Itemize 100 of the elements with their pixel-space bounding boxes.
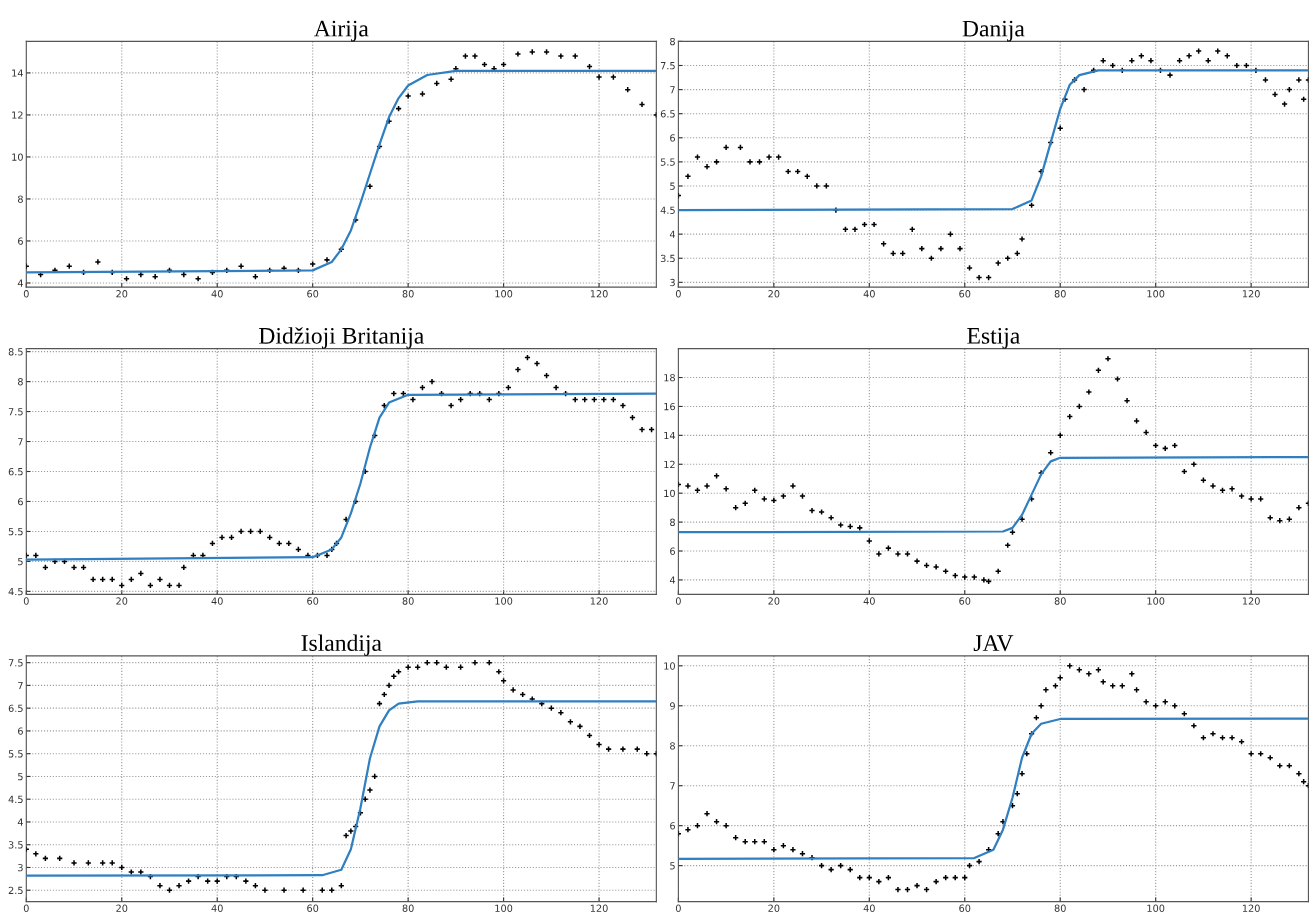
y-tick-label: 5 <box>18 558 23 566</box>
x-tick-label: 20 <box>116 904 128 912</box>
y-tick-label: 6.5 <box>8 467 23 476</box>
chart-title: JAV <box>973 635 1014 652</box>
x-tick-label: 100 <box>495 904 513 912</box>
chart-title: Didžioji Britanija <box>259 327 424 349</box>
line-series <box>26 69 657 274</box>
y-tick-label: 5 <box>670 862 675 870</box>
line-series <box>678 717 1309 860</box>
x-tick-label: 100 <box>1147 904 1165 912</box>
y-tick-label: 2.5 <box>8 886 23 895</box>
y-tick-label: 10 <box>664 662 675 670</box>
chart-title: Airija <box>314 20 369 42</box>
y-tick-label: 4 <box>669 576 676 584</box>
x-tick-label: 40 <box>211 597 223 605</box>
y-tick-label: 6 <box>670 547 675 555</box>
point <box>323 256 331 264</box>
y-tick-label: 3 <box>670 278 675 287</box>
x-tick-label: 120 <box>1242 597 1260 605</box>
y-tick-label: 5.5 <box>8 528 23 536</box>
y-tick-label: 5 <box>18 773 23 781</box>
x-tick-label: 120 <box>1242 290 1260 298</box>
y-tick-label: 6 <box>18 497 23 506</box>
chart-title: Estija <box>967 327 1020 349</box>
x-tick-label: 60 <box>307 597 319 605</box>
y-tick-label: 5.5 <box>8 750 23 758</box>
x-tick-label: 120 <box>1242 904 1260 912</box>
y-tick-label: 3.5 <box>660 254 675 263</box>
y-tick-label: 14 <box>12 69 23 77</box>
x-tick-label: 60 <box>959 904 971 912</box>
y-tick-label: 6 <box>18 727 23 735</box>
y-tick-label: 7 <box>670 782 675 790</box>
x-tick-label: 80 <box>1054 290 1066 298</box>
x-tick-label: 60 <box>959 597 971 605</box>
point <box>595 73 603 81</box>
x-tick-label: 100 <box>1147 597 1165 605</box>
line-series <box>678 455 1309 534</box>
y-tick-label: 8 <box>18 378 23 386</box>
x-tick-label: 100 <box>1147 290 1165 298</box>
y-tick-label: 6 <box>18 237 23 245</box>
y-tick-label: 4.5 <box>660 206 675 214</box>
y-tick-label: 9 <box>670 702 675 710</box>
y-tick-label: 6.5 <box>8 704 23 712</box>
x-tick-label: 40 <box>863 904 875 912</box>
y-tick-label: 16 <box>664 402 675 411</box>
y-tick-label: 12 <box>664 460 675 468</box>
x-tick-label: 0 <box>675 597 681 605</box>
y-tick-label: 8 <box>18 195 23 203</box>
y-tick-label: 4.5 <box>8 587 23 596</box>
point <box>571 52 579 60</box>
line-series <box>26 392 657 561</box>
x-tick-label: 120 <box>590 290 608 298</box>
x-tick-label: 40 <box>863 290 875 298</box>
x-tick-label: 100 <box>495 597 513 605</box>
y-tick-label: 4 <box>17 279 23 287</box>
x-tick-label: 120 <box>590 597 608 605</box>
x-tick-label: 100 <box>495 290 513 298</box>
y-tick-label: 4 <box>669 230 676 238</box>
point <box>528 48 536 56</box>
y-tick-label: 4 <box>17 818 23 826</box>
y-tick-label: 7.5 <box>8 408 23 416</box>
y-tick-label: 7 <box>18 682 23 690</box>
y-tick-label: 4.5 <box>8 795 23 804</box>
x-tick-label: 20 <box>116 597 128 605</box>
point <box>471 52 479 60</box>
x-tick-label: 80 <box>402 597 414 605</box>
x-tick-label: 0 <box>675 290 681 298</box>
y-tick-label: 8 <box>670 518 675 526</box>
x-tick-label: 120 <box>590 904 608 912</box>
x-tick-label: 20 <box>768 904 780 912</box>
x-tick-label: 20 <box>768 597 780 605</box>
x-tick-label: 80 <box>1054 904 1066 912</box>
y-tick-label: 5.5 <box>660 158 675 166</box>
point <box>514 50 522 58</box>
y-tick-label: 14 <box>664 431 676 440</box>
x-tick-label: 40 <box>211 290 223 298</box>
point <box>194 275 202 283</box>
y-tick-label: 5 <box>670 182 675 190</box>
y-tick-label: 8.5 <box>8 348 23 356</box>
x-tick-label: 60 <box>959 290 971 298</box>
y-tick-label: 12 <box>12 111 23 119</box>
y-tick-label: 7.5 <box>660 62 675 70</box>
y-tick-label: 7.5 <box>8 659 23 667</box>
point <box>237 262 245 270</box>
x-tick-label: 40 <box>211 904 223 912</box>
x-tick-label: 60 <box>307 290 319 298</box>
x-tick-label: 0 <box>675 904 681 912</box>
y-tick-label: 6.5 <box>660 110 675 118</box>
y-tick-label: 6 <box>670 822 675 830</box>
x-tick-label: 60 <box>307 904 319 912</box>
y-tick-label: 7 <box>670 86 675 94</box>
x-tick-label: 0 <box>23 904 29 912</box>
x-tick-label: 80 <box>402 290 414 298</box>
y-tick-label: 7 <box>18 438 23 446</box>
x-tick-label: 20 <box>116 290 128 298</box>
x-tick-label: 0 <box>23 290 29 298</box>
x-tick-label: 80 <box>1054 597 1066 605</box>
point <box>557 52 565 60</box>
x-tick-label: 40 <box>863 597 875 605</box>
y-tick-label: 6 <box>670 134 675 142</box>
